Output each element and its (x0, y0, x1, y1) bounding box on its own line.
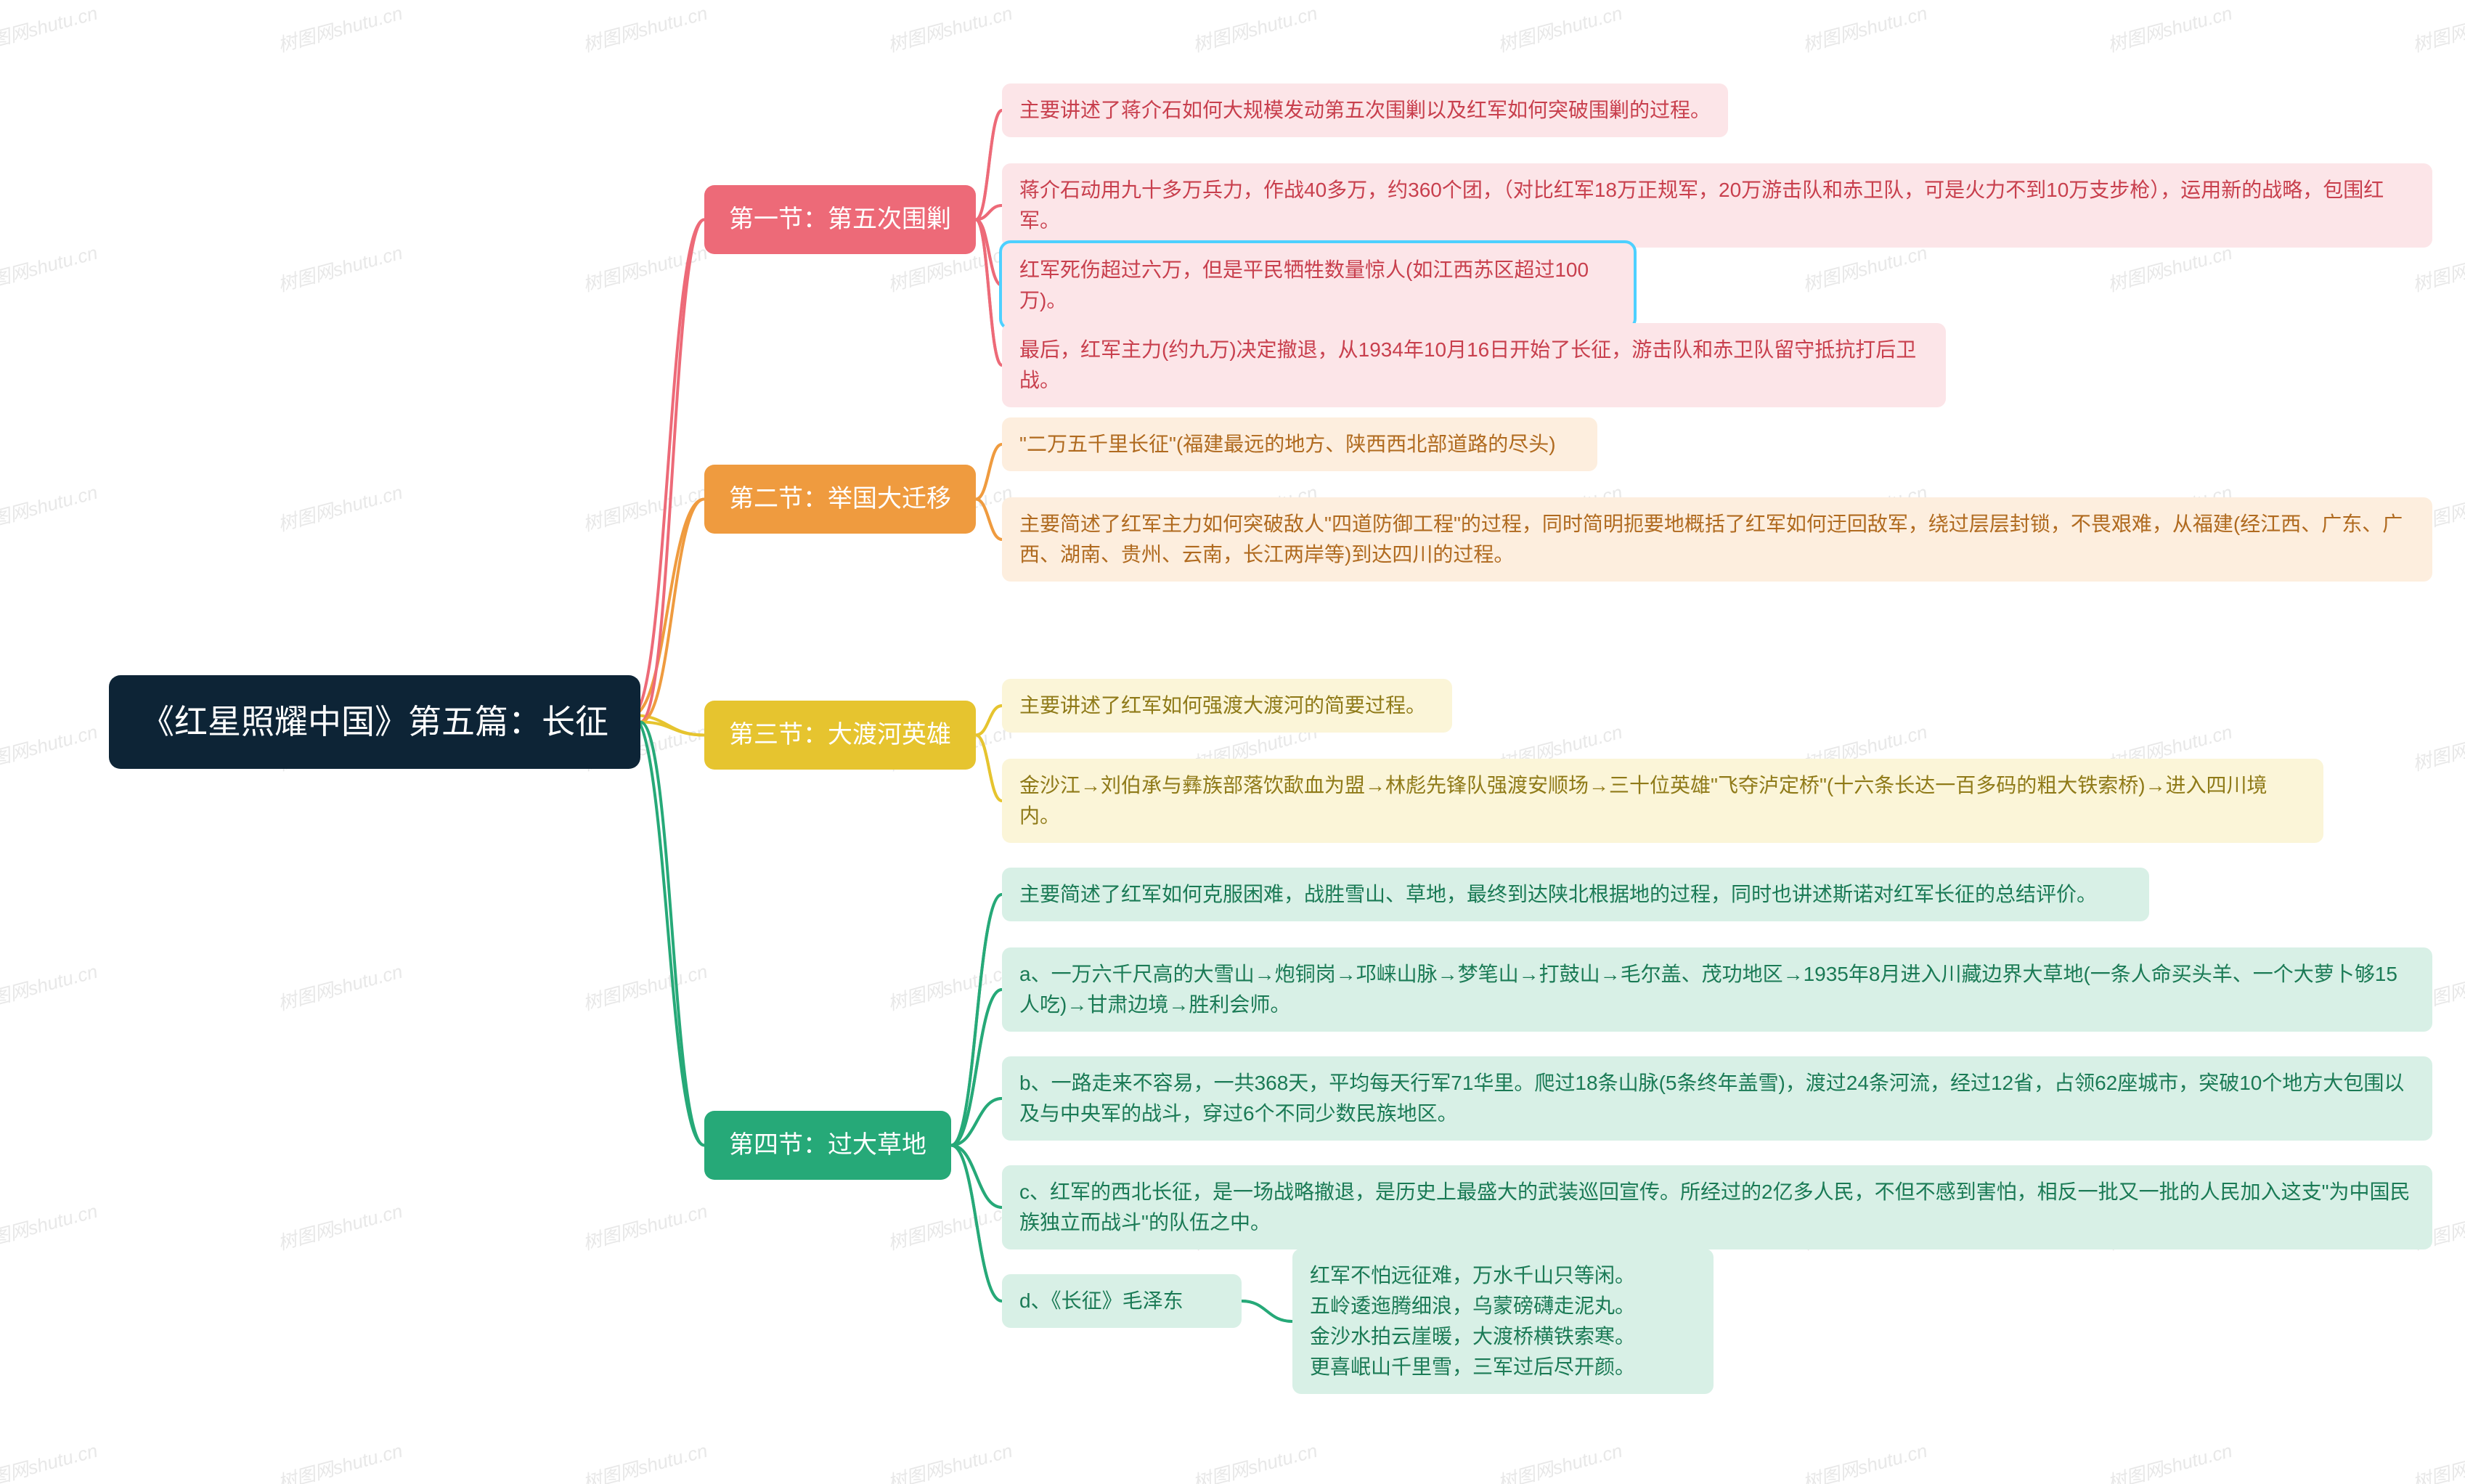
leaf-node-s2-1[interactable]: 主要简述了红军主力如何突破敌人"四道防御工程"的过程，同时简明扼要地概括了红军如… (1002, 497, 2432, 582)
leaf-node-s1-2[interactable]: 红军死伤超过六万，但是平民牺牲数量惊人(如江西苏区超过100万)。 (1002, 243, 1634, 327)
section-node-s1[interactable]: 第一节：第五次围剿 (704, 185, 976, 254)
leaf-sub-node-s4-4[interactable]: 红军不怕远征难，万水千山只等闲。五岭逶迤腾细浪，乌蒙磅礴走泥丸。金沙水拍云崖暖，… (1292, 1249, 1714, 1394)
poem-line: 金沙水拍云崖暖，大渡桥横铁索寒。 (1310, 1321, 1696, 1352)
leaf-node-s4-2[interactable]: b、一路走来不容易，一共368天，平均每天行军71华里。爬过18条山脉(5条终年… (1002, 1056, 2432, 1141)
leaf-node-s1-0[interactable]: 主要讲述了蒋介石如何大规模发动第五次围剿以及红军如何突破围剿的过程。 (1002, 83, 1728, 137)
leaf-node-s4-3[interactable]: c、红军的西北长征，是一场战略撤退，是历史上最盛大的武装巡回宣传。所经过的2亿多… (1002, 1165, 2432, 1249)
leaf-node-s4-4[interactable]: d、《长征》毛泽东 (1002, 1274, 1242, 1328)
poem-line: 五岭逶迤腾细浪，乌蒙磅礴走泥丸。 (1310, 1291, 1696, 1321)
poem-line: 红军不怕远征难，万水千山只等闲。 (1310, 1260, 1696, 1291)
leaf-node-s1-1[interactable]: 蒋介石动用九十多万兵力，作战40多万，约360个团，（对比红军18万正规军，20… (1002, 163, 2432, 248)
mindmap-root-node[interactable]: 《红星照耀中国》第五篇：长征 (109, 675, 640, 769)
leaf-node-s4-0[interactable]: 主要简述了红军如何克服困难，战胜雪山、草地，最终到达陕北根据地的过程，同时也讲述… (1002, 868, 2149, 921)
section-node-s2[interactable]: 第二节：举国大迁移 (704, 465, 976, 534)
leaf-node-s4-1[interactable]: a、一万六千尺高的大雪山→炮铜岗→邛崃山脉→梦笔山→打鼓山→毛尔盖、茂功地区→1… (1002, 947, 2432, 1032)
poem-line: 更喜岷山千里雪，三军过后尽开颜。 (1310, 1352, 1696, 1382)
leaf-node-s3-0[interactable]: 主要讲述了红军如何强渡大渡河的简要过程。 (1002, 679, 1452, 733)
leaf-node-s1-3[interactable]: 最后，红军主力(约九万)决定撤退，从1934年10月16日开始了长征，游击队和赤… (1002, 323, 1946, 407)
section-node-s3[interactable]: 第三节：大渡河英雄 (704, 701, 976, 770)
section-node-s4[interactable]: 第四节：过大草地 (704, 1111, 951, 1180)
leaf-node-s3-1[interactable]: 金沙江→刘伯承与彝族部落饮歃血为盟→林彪先锋队强渡安顺场→三十位英雄"飞夺泸定桥… (1002, 759, 2323, 843)
leaf-node-s2-0[interactable]: "二万五千里长征"(福建最远的地方、陕西西北部道路的尽头) (1002, 417, 1597, 471)
